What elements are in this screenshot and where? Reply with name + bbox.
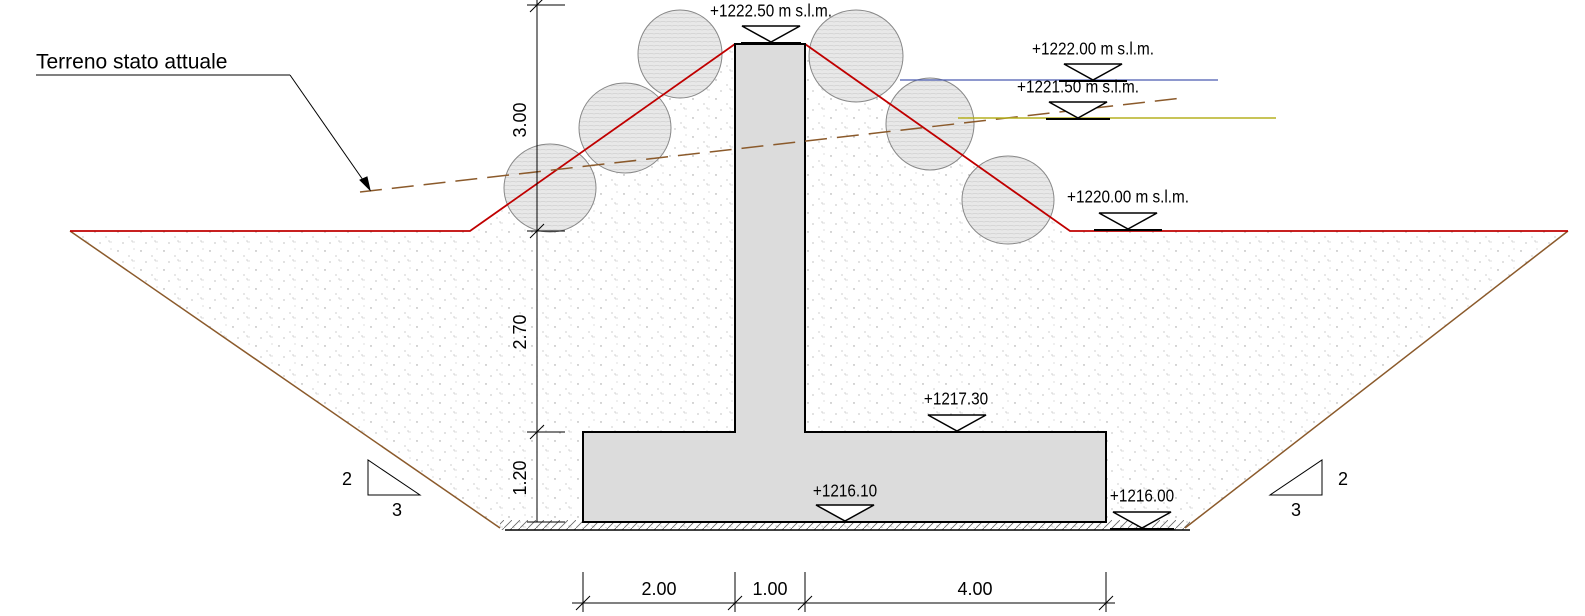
elevation-label: +1220.00 m s.l.m. — [1067, 187, 1189, 207]
ground-profile — [70, 43, 736, 232]
elevation-label: +1217.30 — [924, 389, 988, 409]
dimensions — [36, 0, 1323, 612]
elevation-marker — [1112, 511, 1172, 529]
ground-profile — [804, 43, 1568, 232]
retaining-wall — [582, 43, 1107, 523]
lean-concrete — [500, 520, 1190, 530]
elevation-marker — [815, 504, 875, 522]
vertical-dimension: 1.20 — [510, 460, 530, 495]
elevation-marker — [1098, 212, 1158, 230]
elevation-marker — [1048, 101, 1108, 119]
slope-run: 3 — [392, 500, 402, 520]
elevation-marker — [741, 25, 801, 43]
callout-label: Terreno stato attuale — [36, 51, 227, 74]
fill-soil — [70, 44, 1568, 528]
boulders — [503, 9, 1055, 245]
horizontal-dimension: 4.00 — [957, 579, 992, 599]
excavation-slope — [69, 230, 501, 529]
elevation-label: +1222.00 m s.l.m. — [1032, 39, 1154, 59]
elevation-label: +1221.50 m s.l.m. — [1017, 77, 1139, 97]
elevation-marker — [927, 414, 987, 432]
slope-rise: 2 — [342, 469, 352, 489]
horizontal-dimension: 1.00 — [752, 579, 787, 599]
elevation-label: +1216.00 — [1110, 486, 1174, 506]
horizontal-dimension: 2.00 — [641, 579, 676, 599]
vertical-dimension: 2.70 — [510, 314, 530, 349]
excavation-slope — [1184, 230, 1569, 529]
slope-rise: 2 — [1338, 469, 1348, 489]
vertical-dimension: 3.00 — [510, 102, 530, 137]
existing-ground — [359, 97, 1183, 193]
elevation-label: +1222.50 m s.l.m. — [710, 1, 832, 21]
elevation-marker — [1063, 63, 1123, 81]
elevation-label: +1216.10 — [813, 481, 877, 501]
slope-run: 3 — [1291, 500, 1301, 520]
